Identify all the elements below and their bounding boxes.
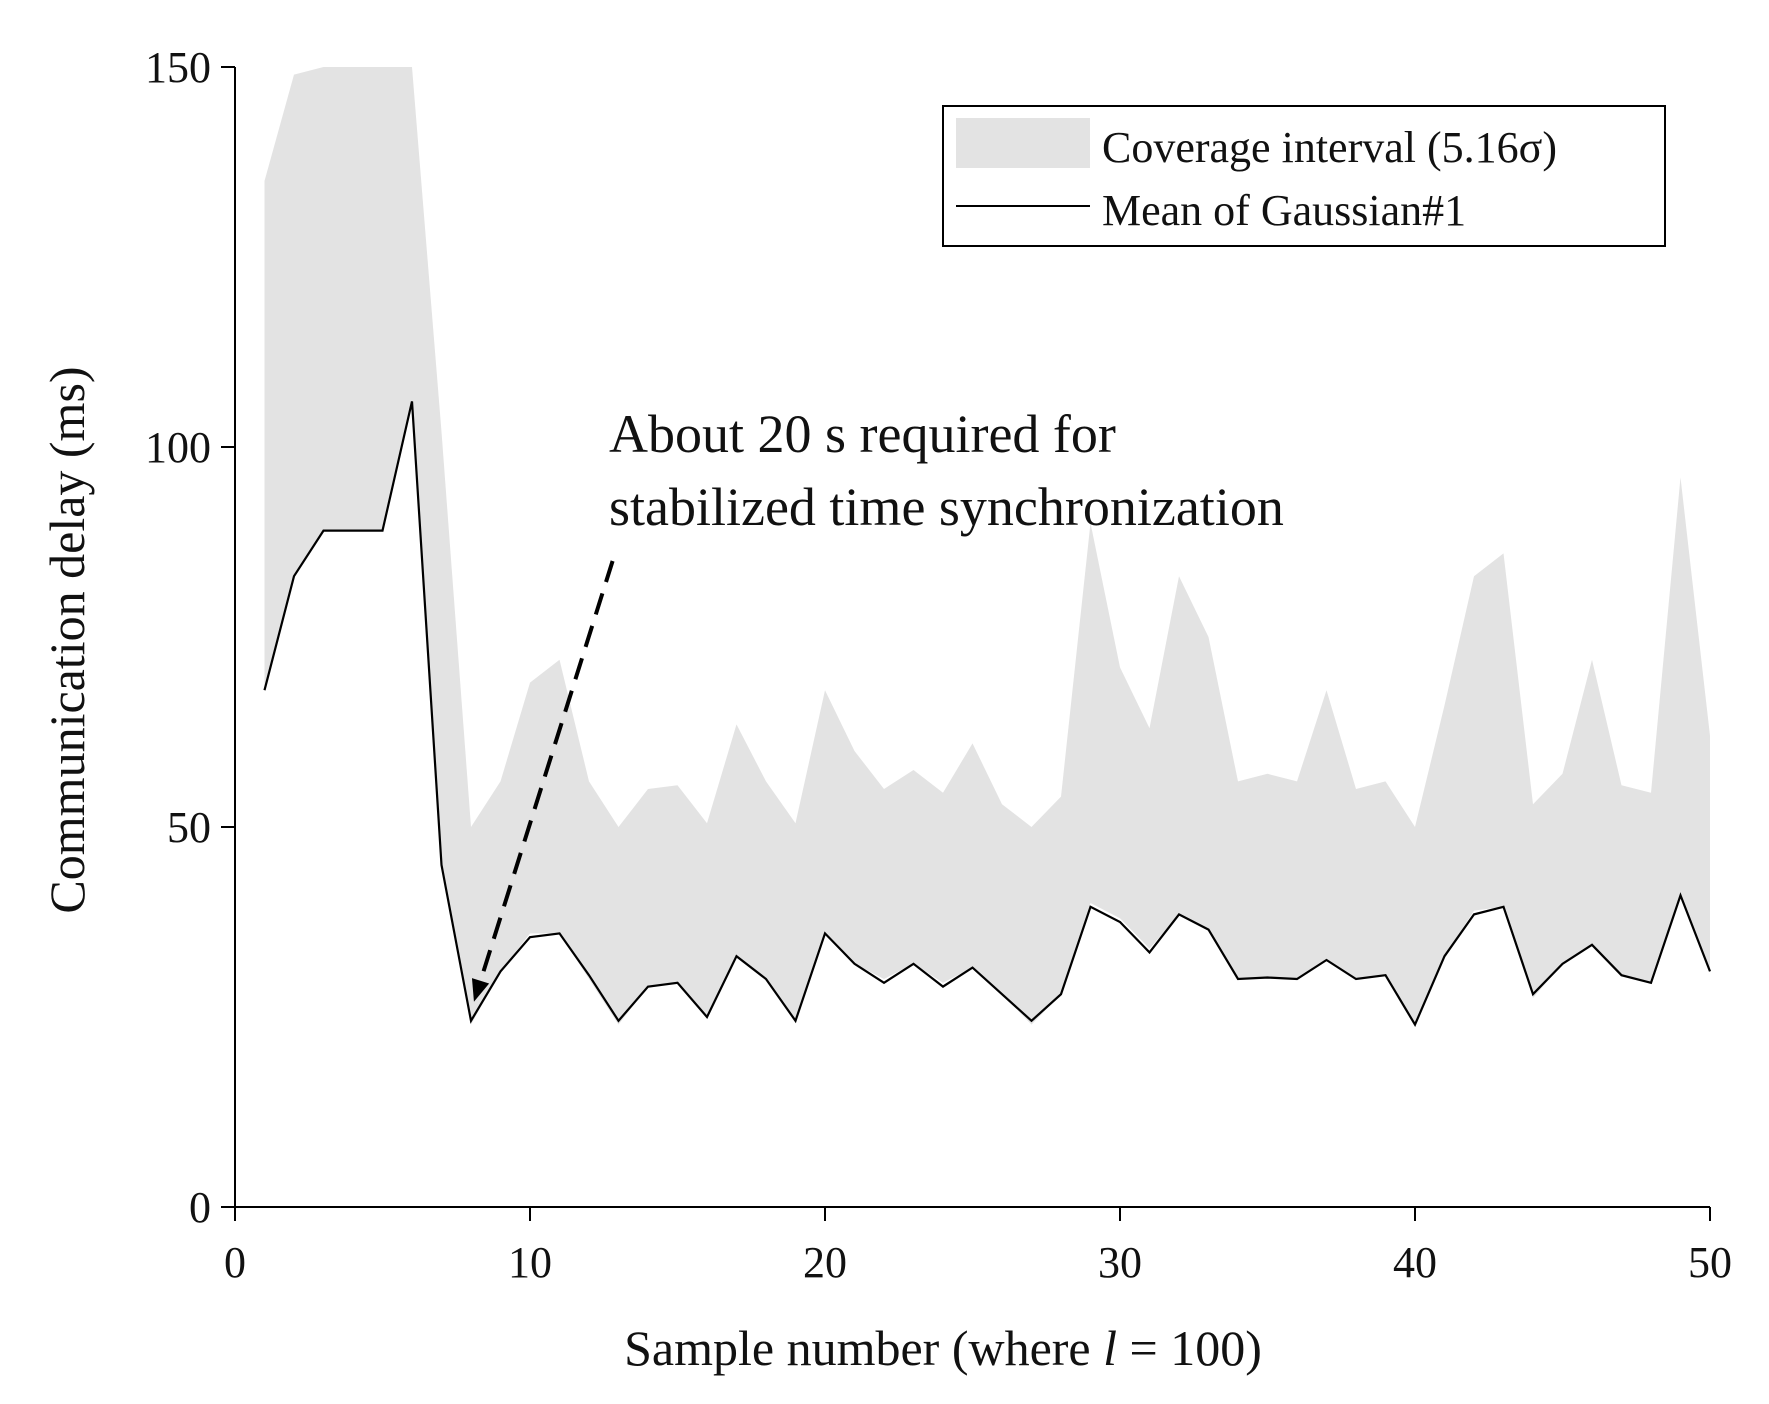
mean-gaussian-line [263, 401, 1712, 1028]
annotation-arrow-head [471, 978, 490, 1002]
annotation-line-2: stabilized time synchronization [609, 477, 1284, 537]
x-axis-label-prefix: Sample number (where [624, 1320, 1103, 1376]
legend-swatch-coverage [956, 118, 1090, 168]
annotation: About 20 s required for stabilized time … [471, 404, 1284, 1002]
annotation-line-1: About 20 s required for [609, 404, 1116, 464]
x-tick-label: 20 [803, 1238, 847, 1287]
coverage-band-layer [264, 67, 1710, 1025]
y-tick-label: 150 [145, 43, 211, 92]
x-tick-label: 0 [224, 1238, 246, 1287]
x-tick-label: 50 [1688, 1238, 1732, 1287]
mean-line-layer [263, 401, 1712, 1028]
x-axis-label: Sample number (where l = 100) [624, 1320, 1262, 1376]
y-axis-label: Communication delay (ms) [39, 366, 95, 913]
x-tick-label: 10 [508, 1238, 552, 1287]
legend-label-coverage: Coverage interval (5.16σ) [1102, 123, 1557, 172]
x-axis-label-var: l [1103, 1320, 1117, 1376]
y-tick-label: 0 [189, 1183, 211, 1232]
x-tick-label: 40 [1393, 1238, 1437, 1287]
coverage-interval-band [264, 67, 1710, 1025]
annotation-arrow-shaft [478, 560, 615, 982]
legend: Coverage interval (5.16σ) Mean of Gaussi… [942, 105, 1666, 247]
x-tick-label: 30 [1098, 1238, 1142, 1287]
y-tick-label: 50 [167, 803, 211, 852]
y-tick-label: 100 [145, 423, 211, 472]
x-axis-label-suffix: = 100) [1117, 1320, 1262, 1376]
axes: 0 50 100 150 0 10 20 30 40 50 [145, 43, 1732, 1287]
legend-label-mean: Mean of Gaussian#1 [1102, 186, 1466, 235]
